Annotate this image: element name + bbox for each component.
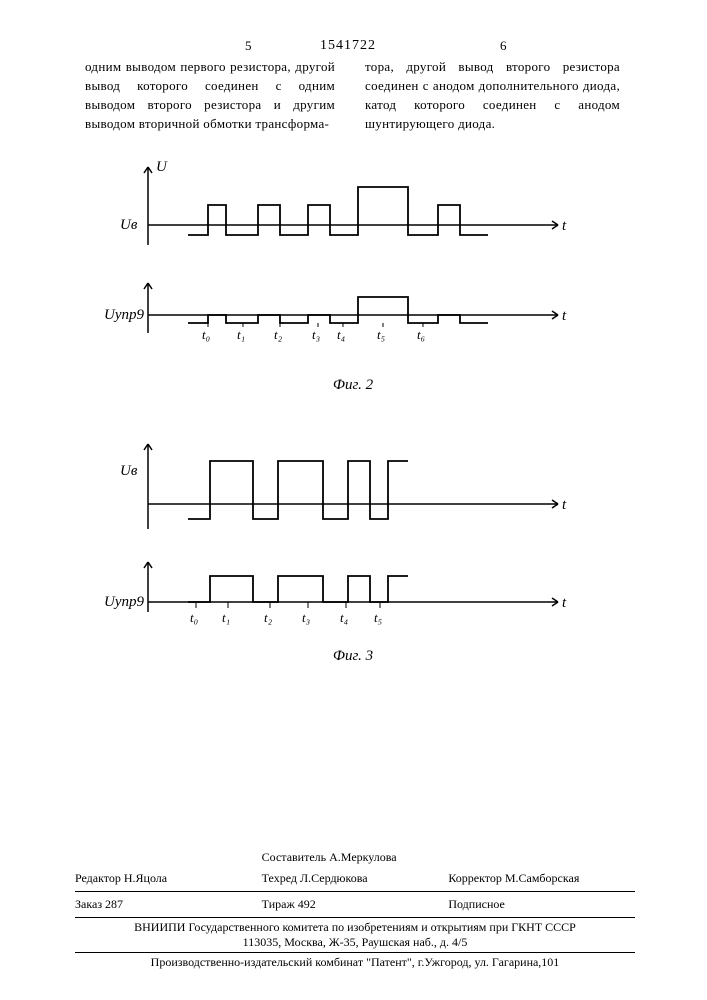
svg-text:U: U (156, 159, 168, 175)
svg-text:t₀: t₀ (202, 327, 210, 342)
svg-text:Uупр9: Uупр9 (104, 307, 144, 323)
svg-text:t₁: t₁ (222, 610, 230, 625)
footer-podpis: Подписное (448, 897, 635, 912)
svg-text:Uв: Uв (120, 463, 138, 479)
footer-tirazh: Тираж 492 (262, 897, 449, 912)
footer-corrector: Корректор М.Самборская (448, 871, 635, 886)
footer-order: Заказ 287 (75, 897, 262, 912)
footer-editor: Редактор Н.Яцола (75, 871, 262, 886)
svg-text:t: t (562, 595, 567, 611)
svg-text:t₃: t₃ (312, 327, 320, 342)
footer-divider (75, 917, 635, 918)
figures-container: Ut Uв t Uупр9 t₀ t₁ t₂ t₃ t₄ t₅ t₆ Фиг. 2 t Uв t Uупр… (88, 155, 618, 665)
footer-compiler: Составитель А.Меркулова (262, 850, 449, 865)
page-number-right: 6 (500, 38, 507, 54)
svg-text:t: t (562, 497, 567, 513)
svg-text:t₅: t₅ (374, 610, 382, 625)
footer-org-line1: ВНИИПИ Государственного комитета по изоб… (75, 920, 635, 935)
svg-text:t₁: t₁ (237, 327, 245, 342)
svg-text:t₆: t₆ (417, 327, 425, 342)
svg-text:t₃: t₃ (302, 610, 310, 625)
figure-2-caption: Фиг. 2 (88, 377, 618, 394)
svg-text:t₂: t₂ (264, 610, 273, 625)
svg-text:t₂: t₂ (274, 327, 283, 342)
footer-org-line2: 113035, Москва, Ж-35, Раушская наб., д. … (75, 935, 635, 950)
svg-text:t: t (562, 308, 567, 324)
svg-text:t₄: t₄ (340, 610, 349, 625)
svg-text:t₅: t₅ (377, 327, 385, 342)
footer-block: Составитель А.Меркулова Редактор Н.Яцола… (75, 847, 635, 970)
footer-divider (75, 891, 635, 892)
figure-2-chart: Ut Uв t Uупр9 t₀ t₁ t₂ t₃ t₄ t₅ t₆ (88, 155, 618, 385)
svg-text:t₄: t₄ (337, 327, 346, 342)
footer-tehred: Техред Л.Сердюкова (262, 871, 449, 886)
svg-text:t: t (562, 218, 567, 234)
page-number-left: 5 (245, 38, 252, 54)
svg-text:Uупр9: Uупр9 (104, 594, 144, 610)
figure-3-caption: Фиг. 3 (88, 648, 618, 665)
svg-text:Uв: Uв (120, 217, 138, 233)
footer-divider (75, 952, 635, 953)
svg-text:t₀: t₀ (190, 610, 198, 625)
footer-bottom-line: Производственно-издательский комбинат "П… (75, 955, 635, 970)
figure-3-chart: t Uв t Uупр9 t₀ t₁ t₂ t₃ t₄ t₅ (88, 434, 618, 654)
body-text-left-column: одним выводом первого резистора, другой … (85, 58, 335, 133)
body-text-right-column: тора, другой вывод второго резистора сое… (365, 58, 620, 133)
document-number: 1541722 (320, 38, 376, 54)
